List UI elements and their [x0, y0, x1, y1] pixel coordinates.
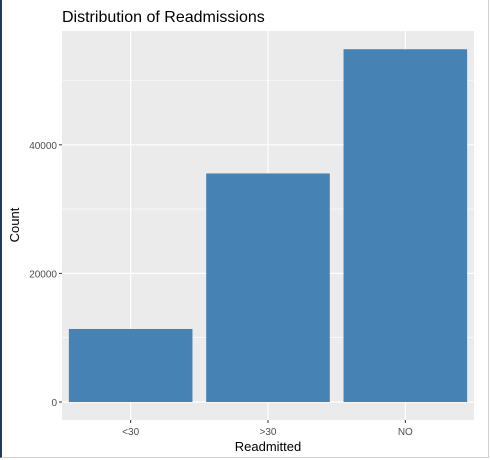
x-tick-label: NO — [398, 427, 413, 438]
chart-title: Distribution of Readmissions — [62, 9, 265, 26]
bar — [206, 173, 330, 402]
x-tick-label: <30 — [122, 427, 139, 438]
bar — [68, 328, 193, 402]
y-axis-ticks: 0 20000 40000 — [29, 141, 62, 409]
y-tick-label: 0 — [51, 398, 57, 409]
y-tick-label: 40000 — [29, 141, 57, 152]
bar — [343, 49, 468, 402]
x-axis-label: Readmitted — [235, 439, 301, 454]
bars — [68, 49, 468, 402]
y-axis-label: Count — [7, 207, 22, 242]
x-axis-ticks: <30 >30 NO — [122, 420, 413, 438]
y-tick-label: 20000 — [29, 269, 57, 280]
x-tick-label: >30 — [260, 427, 277, 438]
